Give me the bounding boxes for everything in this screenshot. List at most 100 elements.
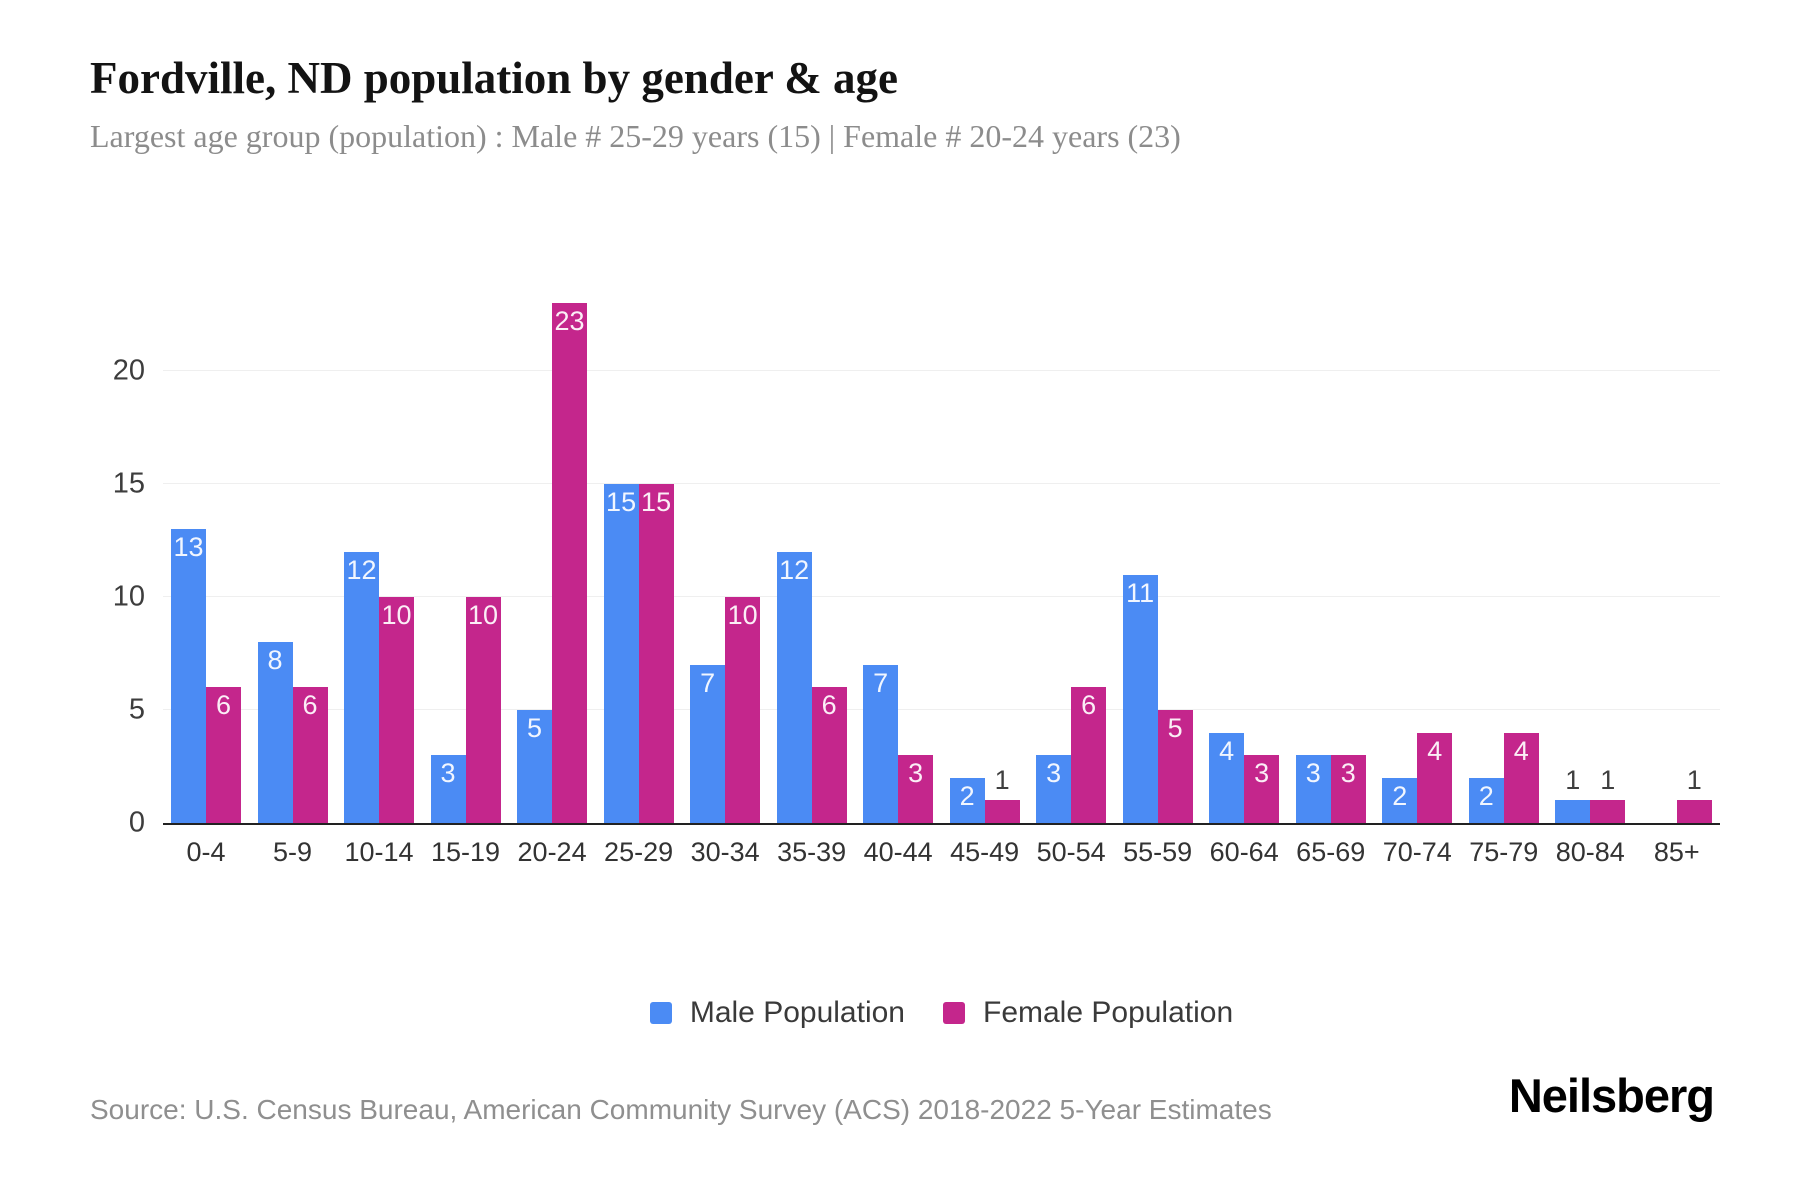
bar-male-65-69[interactable]: 3: [1295, 755, 1331, 823]
plot-area: 0 5 10 15 20 13 6 0-4 8 6 5-9 12 10 10-14 3 10 15-19 5 23 2…: [113, 300, 1720, 867]
x-axis-label-75-79: 75-79: [1469, 837, 1539, 867]
bar-female-85+[interactable]: 1: [1676, 767, 1712, 823]
bar-male-35-39[interactable]: 12: [776, 551, 812, 823]
x-axis-label-35-39: 35-39: [777, 837, 847, 867]
bar-male-5-9[interactable]: 8: [257, 642, 293, 823]
bar-male-50-54[interactable]: 3: [1036, 755, 1072, 823]
bar-group-15-19: 3 10 15-19: [430, 300, 501, 867]
x-axis-label-40-44: 40-44: [863, 837, 933, 867]
bar-group-0-4: 13 6 0-4: [171, 300, 241, 867]
bar-value-female-60-64: 3: [1254, 758, 1270, 789]
x-axis-label-30-34: 30-34: [690, 837, 760, 867]
neilsberg-logo: Neilsberg: [1508, 1069, 1715, 1122]
bar-female-40-44[interactable]: 3: [898, 755, 934, 823]
bar-value-male-65-69: 3: [1305, 758, 1321, 789]
x-axis-label-15-19: 15-19: [431, 837, 501, 867]
bar-value-female-50-54: 6: [1081, 690, 1097, 721]
bar-value-male-80-84: 1: [1565, 765, 1581, 796]
bar-male-55-59[interactable]: 11: [1122, 574, 1158, 823]
bar-value-male-55-59: 11: [1126, 577, 1155, 608]
bar-group-35-39: 12 6 35-39: [776, 300, 847, 867]
bar-value-male-50-54: 3: [1046, 758, 1062, 789]
bar-female-0-4[interactable]: 6: [206, 687, 241, 823]
x-axis-label-45-49: 45-49: [950, 837, 1020, 867]
bar-value-male-60-64: 4: [1219, 735, 1235, 766]
bar-female-50-54[interactable]: 6: [1071, 687, 1107, 823]
bar-value-male-35-39: 12: [779, 554, 810, 585]
bar-value-male-45-49: 2: [959, 780, 975, 811]
y-axis-tick-15: 15: [112, 467, 145, 500]
bar-male-75-79[interactable]: 2: [1468, 777, 1504, 823]
bar-value-female-5-9: 6: [302, 690, 318, 721]
bar-male-0-4[interactable]: 13: [171, 529, 206, 823]
bar-value-male-40-44: 7: [873, 667, 889, 698]
bar-value-male-75-79: 2: [1478, 780, 1494, 811]
bar-group-55-59: 11 5 55-59: [1122, 300, 1193, 867]
bar-female-55-59[interactable]: 5: [1157, 710, 1193, 823]
bar-group-30-34: 7 10 30-34: [690, 300, 761, 867]
x-axis-label-0-4: 0-4: [186, 837, 226, 867]
bar-male-25-29[interactable]: 15: [603, 484, 639, 823]
bar-value-female-35-39: 6: [821, 690, 837, 721]
bar-male-15-19[interactable]: 3: [430, 755, 466, 823]
gridline-y-5: [163, 709, 1720, 711]
bar-female-45-49[interactable]: 1: [984, 767, 1020, 823]
bar-group-75-79: 2 4 75-79: [1468, 300, 1539, 867]
x-axis-label-55-59: 55-59: [1123, 837, 1193, 867]
bar-group-60-64: 4 3 60-64: [1209, 300, 1280, 867]
bar-female-80-84[interactable]: 1: [1590, 767, 1626, 823]
bar-group-10-14: 12 10 10-14: [344, 300, 415, 867]
bar-female-30-34[interactable]: 10: [725, 597, 761, 823]
source-attribution: Source: U.S. Census Bureau, American Com…: [90, 1094, 1272, 1125]
legend-item-male[interactable]: Male Population: [649, 996, 905, 1030]
bar-female-35-39[interactable]: 6: [811, 687, 847, 823]
legend-item-female[interactable]: Female Population: [943, 996, 1233, 1030]
bar-value-female-0-4: 6: [215, 690, 232, 721]
male-legend-swatch: [649, 1002, 672, 1024]
bar-male-20-24[interactable]: 5: [517, 710, 553, 823]
bar-female-15-19[interactable]: 10: [465, 597, 501, 823]
bar-value-female-65-69: 3: [1340, 758, 1356, 789]
x-axis-label-60-64: 60-64: [1209, 837, 1279, 867]
bar-male-30-34[interactable]: 7: [690, 664, 726, 823]
bar-value-male-0-4: 13: [173, 532, 204, 563]
bar-value-male-20-24: 5: [527, 713, 543, 744]
x-axis-label-10-14: 10-14: [344, 837, 414, 867]
bar-female-60-64[interactable]: 3: [1244, 755, 1280, 823]
bar-female-10-14[interactable]: 10: [379, 597, 415, 823]
y-axis-tick-20: 20: [112, 354, 145, 387]
bar-value-female-80-84: 1: [1600, 765, 1616, 796]
bar-female-70-74[interactable]: 4: [1417, 732, 1453, 823]
bar-male-60-64[interactable]: 4: [1209, 732, 1245, 823]
bar-female-25-29[interactable]: 15: [638, 484, 674, 823]
bar-group-5-9: 8 6 5-9: [257, 300, 328, 867]
bar-male-80-84[interactable]: 1: [1555, 767, 1591, 823]
bar-value-male-5-9: 8: [267, 645, 283, 676]
bar-value-female-20-24: 23: [554, 306, 585, 337]
gridline-y-10: [163, 596, 1720, 598]
bar-group-80-84: 1 1 80-84: [1555, 300, 1626, 867]
bar-male-40-44[interactable]: 7: [863, 664, 899, 823]
female-legend-swatch: [943, 1002, 965, 1024]
gridline-y-20: [163, 370, 1720, 372]
bar-male-70-74[interactable]: 2: [1382, 777, 1418, 823]
bar-female-65-69[interactable]: 3: [1330, 755, 1366, 823]
female-legend-label: Female Population: [983, 996, 1234, 1029]
bar-male-10-14[interactable]: 12: [344, 551, 380, 823]
chart-title: Fordville, ND population by gender & age: [90, 53, 898, 103]
bar-female-75-79[interactable]: 4: [1503, 732, 1539, 823]
x-axis-label-5-9: 5-9: [273, 837, 313, 867]
bar-group-85+: 1 85+: [1642, 300, 1712, 867]
x-axis-label-70-74: 70-74: [1382, 837, 1452, 867]
bar-value-female-15-19: 10: [468, 600, 499, 631]
bar-group-40-44: 7 3 40-44: [863, 300, 934, 867]
bar-male-45-49[interactable]: 2: [949, 777, 985, 823]
legend: Male Population Female Population: [163, 996, 1720, 1030]
bar-female-5-9[interactable]: 6: [292, 687, 328, 823]
bar-value-male-25-29: 15: [606, 487, 637, 518]
bar-female-20-24[interactable]: 23: [552, 303, 588, 823]
y-axis-tick-5: 5: [128, 693, 145, 726]
x-axis-label-25-29: 25-29: [604, 837, 674, 867]
bar-group-25-29: 15 15 25-29: [603, 300, 674, 867]
bar-value-female-30-34: 10: [727, 600, 758, 631]
